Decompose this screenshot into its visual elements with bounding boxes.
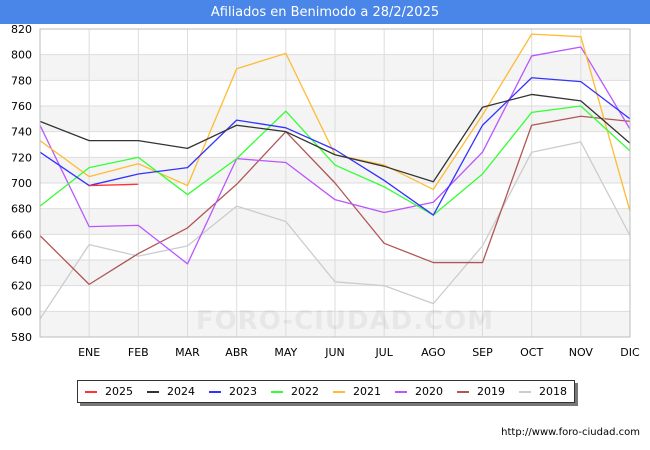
y-tick-label: 740 — [11, 126, 32, 139]
legend-item-2023: 2023 — [209, 385, 257, 398]
x-tick-label: MAR — [175, 346, 200, 359]
x-tick-label: MAY — [274, 346, 297, 359]
line-chart: 580 600 620 640 660 680 700 720 740 760 780 800 820 E… — [11, 24, 640, 359]
y-tick-label: 660 — [11, 228, 32, 241]
x-tick-label: ENE — [78, 346, 100, 359]
plot-frame — [39, 28, 631, 338]
y-tick-label: 620 — [11, 280, 32, 293]
x-tick-label: OCT — [520, 346, 543, 359]
series-line-2023 — [39, 77, 631, 216]
x-tick-label: FEB — [128, 346, 149, 359]
watermark: FORO-CIUDAD.COM — [196, 306, 494, 336]
y-tick-label: 780 — [11, 74, 32, 87]
legend: 2025 2024 2023 2022 2021 2020 2019 2018 — [77, 380, 575, 403]
x-tick-label: JUL — [374, 346, 393, 359]
y-tick-label: 720 — [11, 151, 32, 164]
x-tick-label: ABR — [225, 346, 248, 359]
legend-item-2021: 2021 — [333, 385, 381, 398]
legend-label-2023: 2023 — [229, 385, 257, 398]
series-line-2019 — [39, 115, 631, 286]
x-tick-label: SEP — [472, 346, 493, 359]
legend-item-2019: 2019 — [457, 385, 505, 398]
legend-label-2024: 2024 — [167, 385, 195, 398]
y-tick-label: 700 — [11, 177, 32, 190]
footer-link[interactable]: http://www.foro-ciudad.com — [501, 427, 640, 438]
legend-swatch-2023 — [209, 390, 221, 393]
legend-item-2022: 2022 — [271, 385, 319, 398]
legend-swatch-2021 — [333, 390, 345, 393]
legend-swatch-2022 — [271, 390, 283, 393]
y-tick-label: 680 — [11, 203, 32, 216]
legend-swatch-2019 — [457, 390, 469, 393]
legend-label-2018: 2018 — [539, 385, 567, 398]
legend-label-2025: 2025 — [105, 385, 133, 398]
series-line-2020 — [39, 46, 631, 265]
x-tick-label: JUN — [324, 346, 345, 359]
legend-label-2021: 2021 — [353, 385, 381, 398]
series-line-2025 — [89, 183, 139, 187]
legend-swatch-2018 — [519, 390, 531, 393]
x-tick-label: DIC — [620, 346, 640, 359]
chart-title: Afiliados en Benimodo a 28/2/2025 — [0, 0, 650, 24]
y-tick-label: 800 — [11, 49, 32, 62]
y-tick-label: 820 — [11, 24, 32, 36]
x-tick-label: AGO — [421, 346, 446, 359]
series-line-2024 — [39, 93, 631, 183]
legend-item-2020: 2020 — [395, 385, 443, 398]
legend-item-2025: 2025 — [85, 385, 133, 398]
series-line-2018 — [39, 141, 631, 320]
legend-swatch-2025 — [85, 390, 97, 393]
legend-label-2022: 2022 — [291, 385, 319, 398]
y-tick-label: 600 — [11, 305, 32, 318]
series-line-2022 — [39, 105, 631, 216]
legend-label-2019: 2019 — [477, 385, 505, 398]
legend-label-2020: 2020 — [415, 385, 443, 398]
y-tick-label: 640 — [11, 254, 32, 267]
y-tick-label: 580 — [11, 331, 32, 344]
x-tick-label: NOV — [569, 346, 594, 359]
legend-swatch-2024 — [147, 390, 159, 393]
legend-swatch-2020 — [395, 390, 407, 393]
legend-item-2018: 2018 — [519, 385, 567, 398]
y-tick-label: 760 — [11, 100, 32, 113]
legend-item-2024: 2024 — [147, 385, 195, 398]
